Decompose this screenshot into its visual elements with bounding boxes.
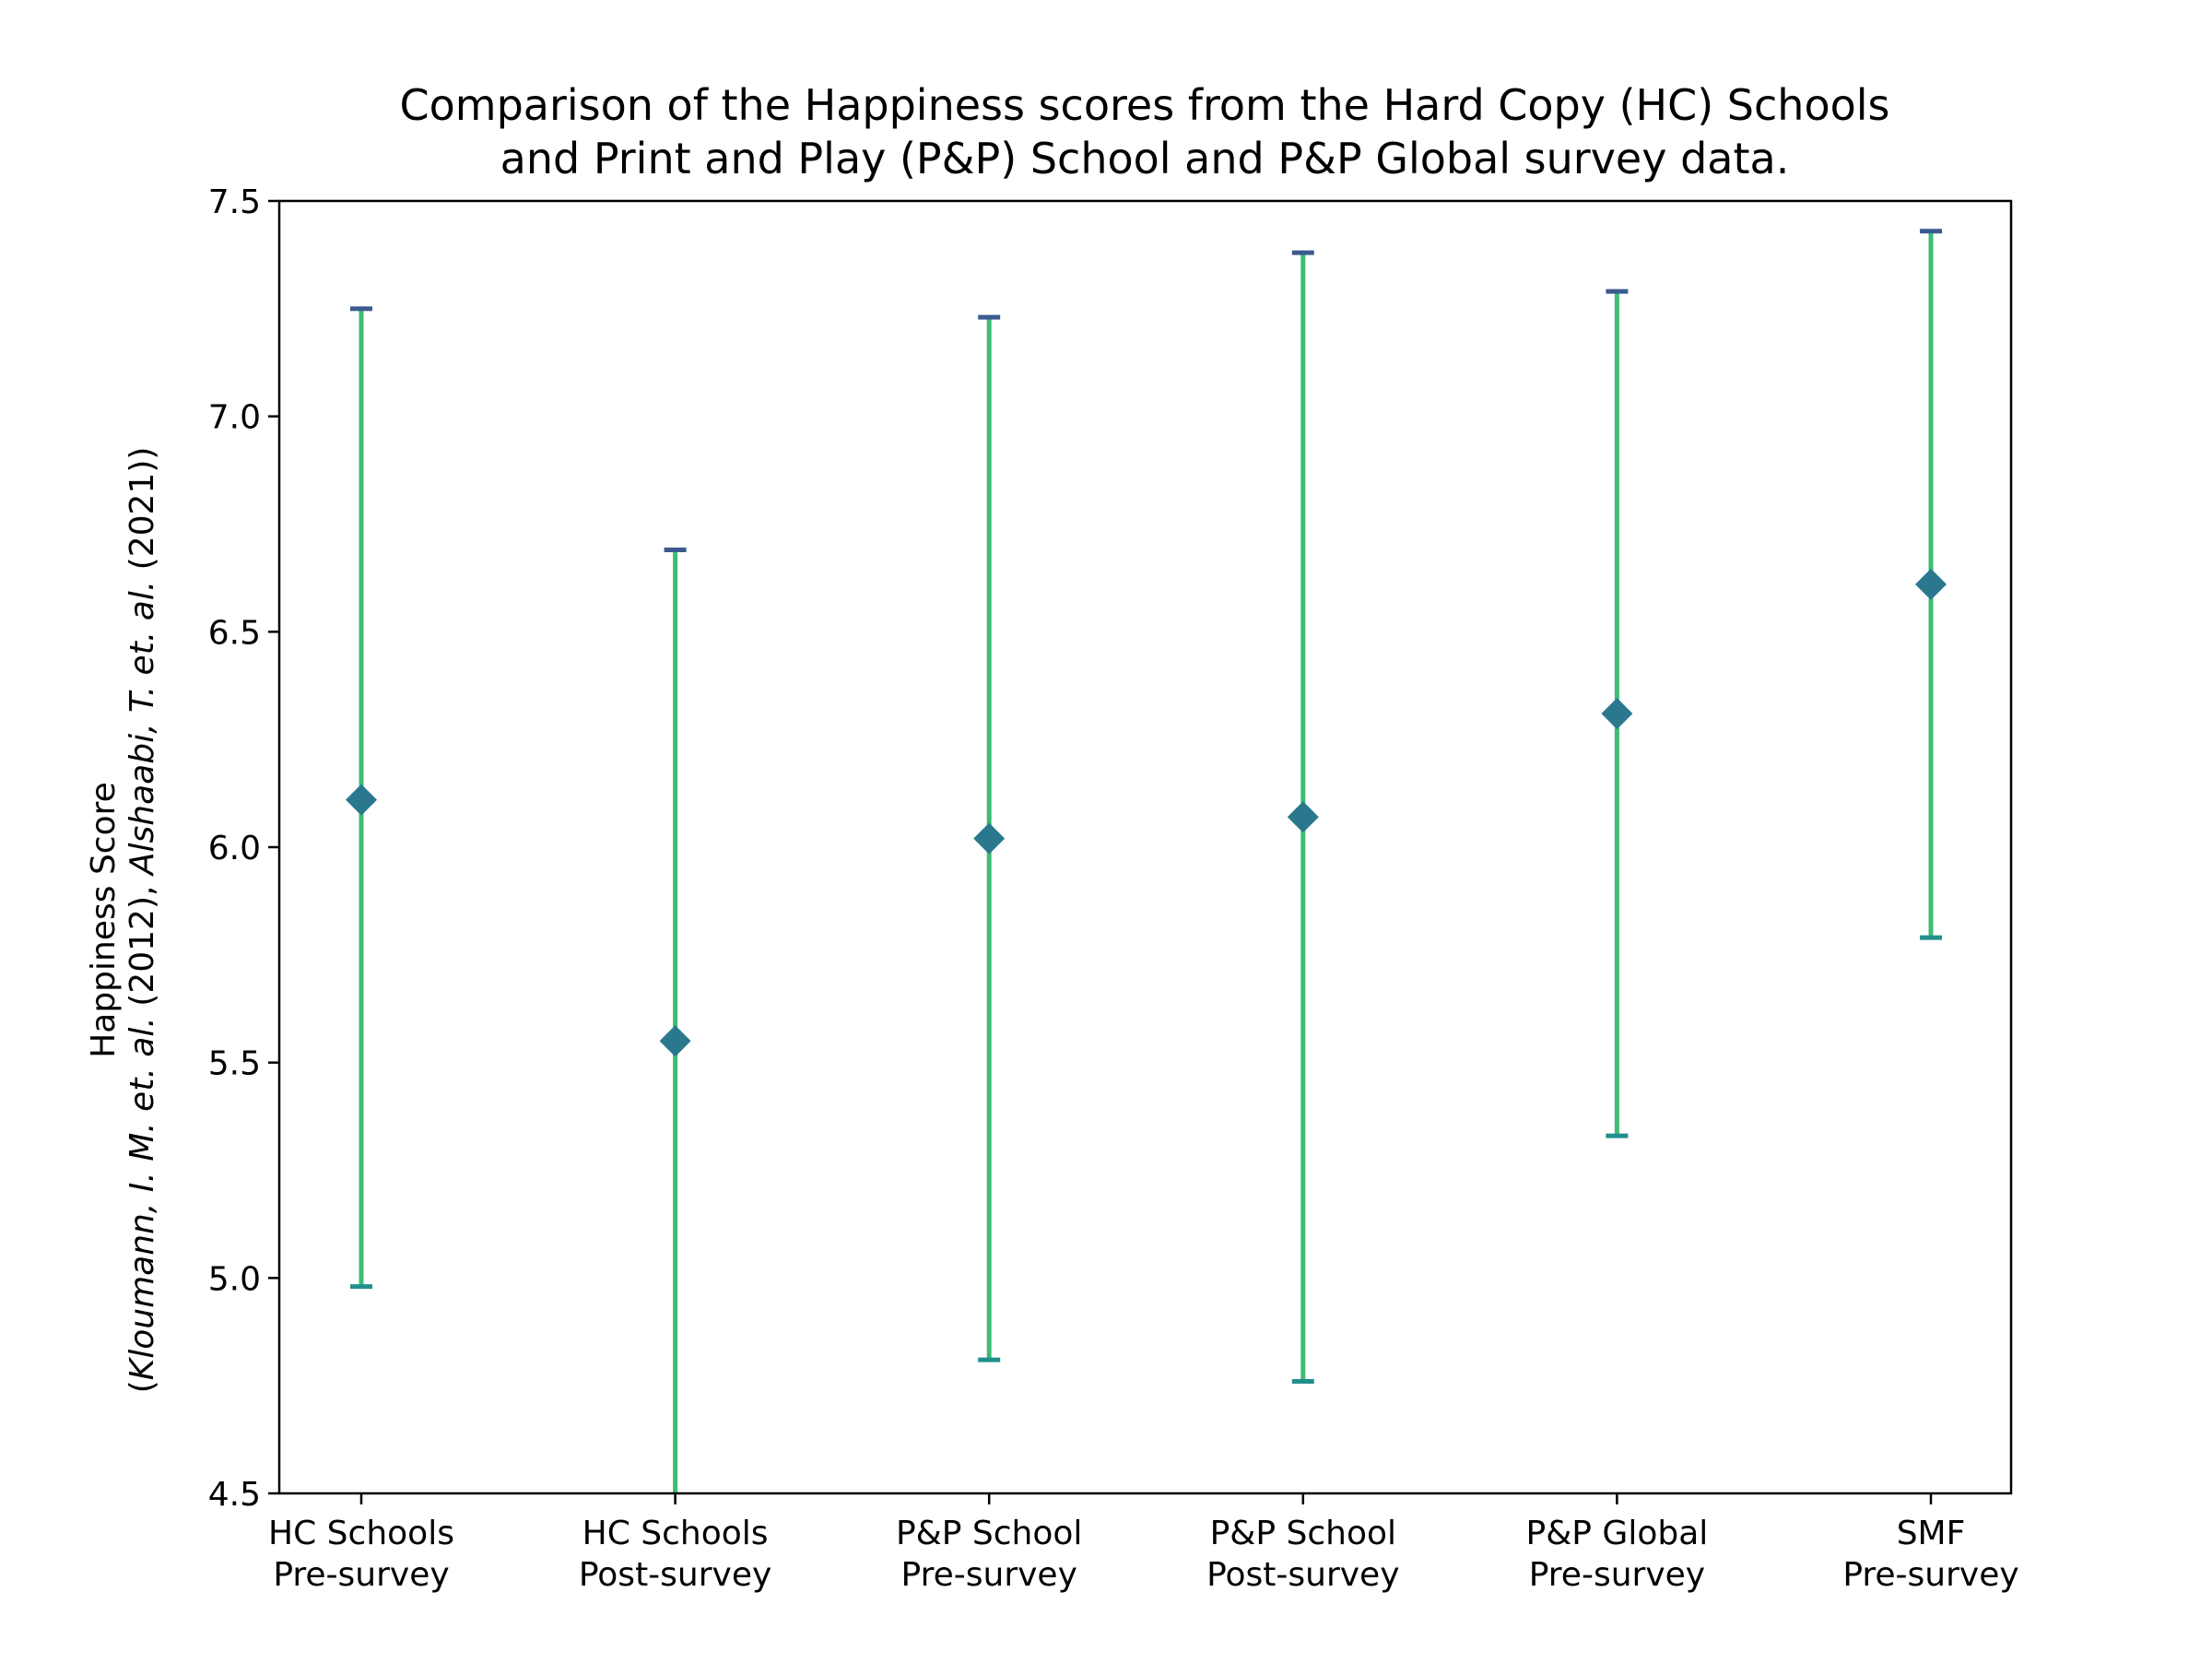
y-axis-label-line-1: Happiness Score	[85, 782, 123, 1058]
x-tick-label-line: HC Schools	[268, 1515, 454, 1552]
x-tick-label-line: P&P School	[896, 1515, 1082, 1552]
mean-marker	[1915, 568, 1947, 600]
plot-marks	[346, 229, 1947, 1493]
x-tick-label: P&P School Post-survey	[1206, 1515, 1399, 1594]
ylabel-author-2: Alshaabi, T. et. al.	[124, 581, 161, 877]
ylabel-year-2: (2021))	[124, 447, 161, 581]
mean-marker	[973, 822, 1006, 855]
x-tick-label-line: Post-survey	[1206, 1556, 1399, 1594]
y-tick-label: 6.0	[208, 830, 261, 867]
plot-layer	[346, 229, 1947, 1493]
mean-marker	[659, 1025, 691, 1057]
x-tick-label: SMF Pre-survey	[1842, 1515, 2018, 1594]
x-tick-label: P&P Global Pre-survey	[1526, 1515, 1709, 1594]
y-axis-label: Happiness Score (Kloumann, I. M. et. al.…	[85, 447, 161, 1394]
y-tick-label: 5.0	[208, 1260, 261, 1298]
x-tick-label: P&P School Pre-survey	[896, 1515, 1082, 1594]
ylabel-author-1: Kloumann, I. M. et. al.	[124, 1017, 161, 1380]
x-tick-label-line: SMF	[1897, 1515, 1966, 1552]
x-tick-label-line: Pre-survey	[1842, 1556, 2018, 1594]
x-tick-label-line: P&P School	[1210, 1515, 1396, 1552]
mean-marker	[346, 784, 377, 816]
axis-layer: 4.5 5.0 5.5 6.0 6.5 7.0 7.5 HC Schools Pre-surve…	[208, 183, 2019, 1594]
y-tick-label: 5.5	[208, 1045, 261, 1083]
x-tick-label-line: Pre-survey	[901, 1556, 1077, 1594]
x-tick-label-line: Pre-survey	[1529, 1556, 1705, 1594]
chart-title-line-2: and Print and Play (P&P) School and P&P …	[500, 134, 1790, 183]
x-tick-label: HC Schools Post-survey	[579, 1515, 771, 1594]
chart-title-line-1: Comparison of the Happiness scores from …	[400, 80, 1890, 130]
y-tick-label: 4.5	[208, 1476, 261, 1514]
x-tick-label-line: HC Schools	[582, 1515, 769, 1552]
x-tick-label-line: Post-survey	[579, 1556, 771, 1594]
x-tick-label-line: P&P Global	[1526, 1515, 1709, 1552]
ylabel-open-paren: (	[124, 1380, 161, 1393]
plot-frame	[277, 199, 2013, 1495]
ylabel-year-1: (2012),	[124, 875, 161, 1017]
mean-marker	[1601, 698, 1633, 730]
y-tick-label: 6.5	[208, 614, 261, 652]
x-tick-label-line: Pre-survey	[273, 1556, 449, 1594]
x-tick-label: HC Schools Pre-survey	[268, 1515, 454, 1594]
y-tick-label: 7.5	[208, 183, 261, 221]
y-tick-label: 7.0	[208, 399, 261, 437]
y-axis-label-line-2: (Kloumann, I. M. et. al. (2012), Alshaab…	[124, 447, 161, 1394]
mean-marker	[1287, 801, 1319, 833]
